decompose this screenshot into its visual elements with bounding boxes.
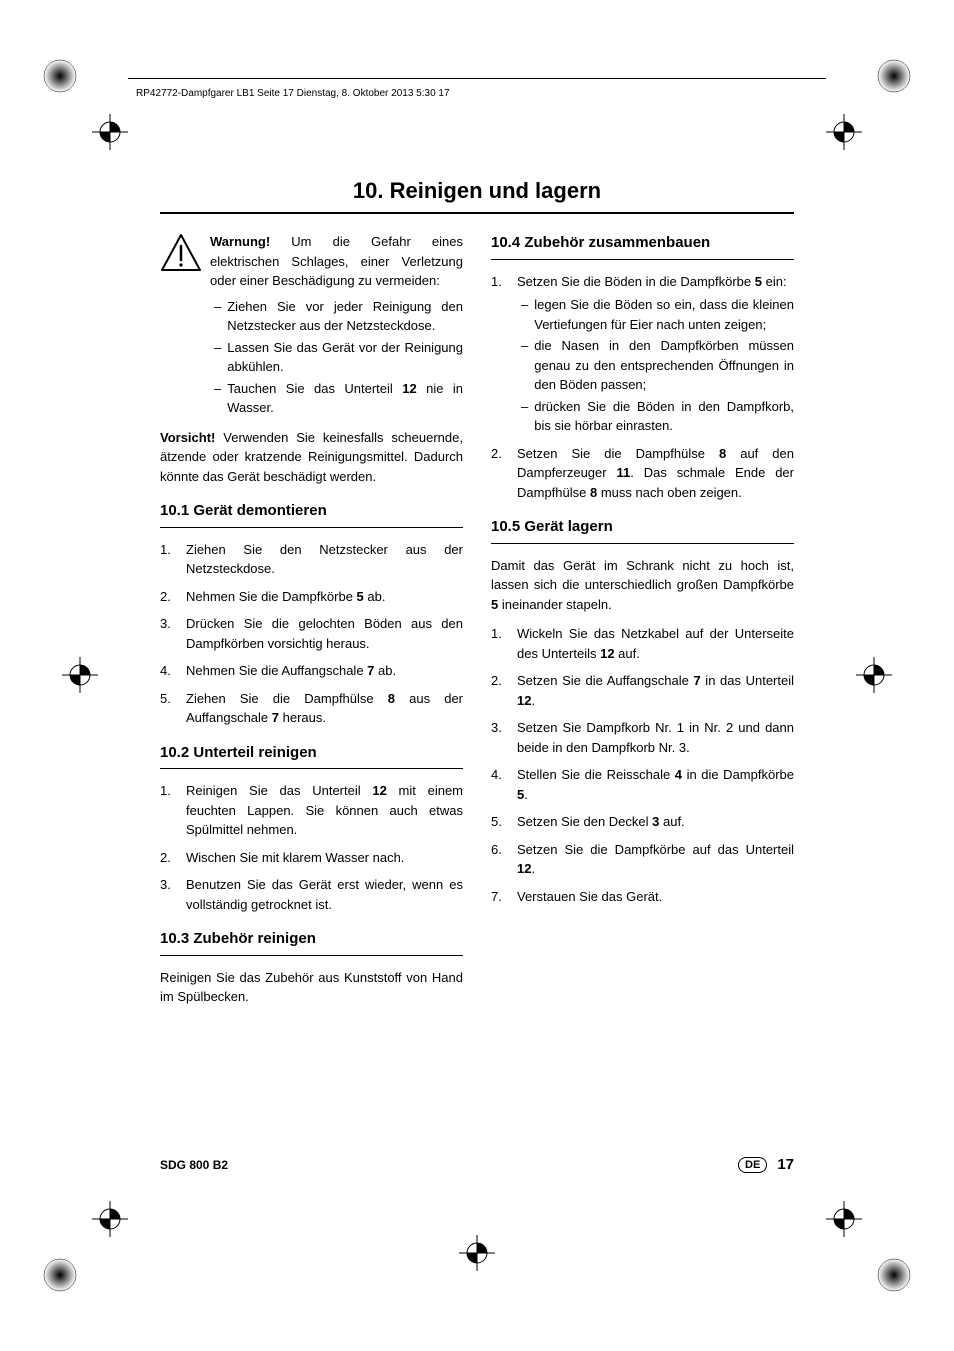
sec-101-title: 10.1 Gerät demontieren (160, 500, 463, 523)
crop-mark-tl (42, 58, 78, 94)
sec-104-title: 10.4 Zubehör zusammenbauen (491, 232, 794, 255)
crop-mark-br (876, 1257, 912, 1293)
sec-103-title: 10.3 Zubehör reinigen (160, 928, 463, 951)
sec-102-rule (160, 768, 463, 769)
caution-lead: Vorsicht! (160, 430, 215, 445)
caution-text: Vorsicht! Verwenden Sie keinesfalls sche… (160, 428, 463, 487)
warning-item: –Tauchen Sie das Unterteil 12 nie in Was… (214, 379, 463, 418)
sec-104-nested: –legen Sie die Böden so ein, dass die kl… (521, 295, 794, 436)
sec-101-list: 1.Ziehen Sie den Netzstecker aus der Net… (160, 540, 463, 728)
warning-block: Warnung! Um die Gefahr eines elektrische… (160, 232, 463, 291)
list-item: 6.Setzen Sie die Dampfkörbe auf das Unte… (491, 840, 794, 879)
warning-items: –Ziehen Sie vor jeder Reinigung den Netz… (214, 297, 463, 418)
sec-103-rule (160, 955, 463, 956)
sec-105-intro: Damit das Gerät im Schrank nicht zu hoch… (491, 556, 794, 615)
reg-mark-br2 (826, 1201, 862, 1237)
list-item: 1.Setzen Sie die Böden in die Dampfkörbe… (491, 272, 794, 292)
list-item: 3.Benutzen Sie das Gerät erst wieder, we… (160, 875, 463, 914)
sec-105-title: 10.5 Gerät lagern (491, 516, 794, 539)
list-item: 1.Reinigen Sie das Unterteil 12 mit eine… (160, 781, 463, 840)
sec-105-list: 1.Wickeln Sie das Netzkabel auf der Unte… (491, 624, 794, 906)
nested-item: –legen Sie die Böden so ein, dass die kl… (521, 295, 794, 334)
list-item: 3.Setzen Sie Dampfkorb Nr. 1 in Nr. 2 un… (491, 718, 794, 757)
header-meta: RP42772-Dampfgarer LB1 Seite 17 Dienstag… (136, 88, 450, 99)
warning-text: Warnung! Um die Gefahr eines elektrische… (210, 232, 463, 291)
warning-icon (160, 232, 202, 274)
sec-102-list: 1.Reinigen Sie das Unterteil 12 mit eine… (160, 781, 463, 914)
page-number: 17 (777, 1156, 794, 1173)
warning-lead: Warnung! (210, 234, 270, 249)
list-item: 3.Drücken Sie die gelochten Böden aus de… (160, 614, 463, 653)
list-item: 7.Verstauen Sie das Gerät. (491, 887, 794, 907)
footer-right: DE 17 (738, 1156, 794, 1173)
sec-103-text: Reinigen Sie das Zubehör aus Kunststoff … (160, 968, 463, 1007)
sec-104-rule (491, 259, 794, 260)
right-column: 10.4 Zubehör zusammenbauen 1.Setzen Sie … (491, 232, 794, 1017)
sec-101-rule (160, 527, 463, 528)
list-item: 1.Wickeln Sie das Netzkabel auf der Unte… (491, 624, 794, 663)
sec-102-title: 10.2 Unterteil reinigen (160, 742, 463, 765)
page-content: 10. Reinigen und lagern Warnung! Um die … (160, 178, 794, 1173)
lang-badge: DE (738, 1157, 767, 1173)
reg-mark-right (856, 657, 892, 693)
warning-item: –Lassen Sie das Gerät vor der Reinigung … (214, 338, 463, 377)
header-rule (128, 78, 826, 79)
reg-mark-bl (92, 1201, 128, 1237)
list-item: 2.Wischen Sie mit klarem Wasser nach. (160, 848, 463, 868)
reg-mark-left (62, 657, 98, 693)
nested-item: –die Nasen in den Dampfkörben müssen gen… (521, 336, 794, 395)
crop-mark-tr (876, 58, 912, 94)
crop-mark-bl (42, 1257, 78, 1293)
title-rule (160, 212, 794, 214)
reg-mark-bc (459, 1235, 495, 1271)
sec-104-list: 1.Setzen Sie die Böden in die Dampfkörbe… (491, 272, 794, 292)
list-item: 5.Setzen Sie den Deckel 3 auf. (491, 812, 794, 832)
sec-104-list-b: 2.Setzen Sie die Dampfhülse 8 auf den Da… (491, 444, 794, 503)
reg-mark-tl (92, 114, 128, 150)
sec-105-rule (491, 543, 794, 544)
left-column: Warnung! Um die Gefahr eines elektrische… (160, 232, 463, 1017)
reg-mark-tr (826, 114, 862, 150)
list-item: 2.Setzen Sie die Auffangschale 7 in das … (491, 671, 794, 710)
page-footer: SDG 800 B2 DE 17 (160, 1156, 794, 1173)
list-item: 4.Nehmen Sie die Auffangschale 7 ab. (160, 661, 463, 681)
list-item: 5.Ziehen Sie die Dampfhülse 8 aus der Au… (160, 689, 463, 728)
nested-item: –drücken Sie die Böden in den Dampfkorb,… (521, 397, 794, 436)
list-item: 4.Stellen Sie die Reisschale 4 in die Da… (491, 765, 794, 804)
columns: Warnung! Um die Gefahr eines elektrische… (160, 232, 794, 1017)
list-item: 2.Setzen Sie die Dampfhülse 8 auf den Da… (491, 444, 794, 503)
warning-item: –Ziehen Sie vor jeder Reinigung den Netz… (214, 297, 463, 336)
footer-model: SDG 800 B2 (160, 1158, 228, 1172)
list-item: 2.Nehmen Sie die Dampfkörbe 5 ab. (160, 587, 463, 607)
list-item: 1.Ziehen Sie den Netzstecker aus der Net… (160, 540, 463, 579)
main-title: 10. Reinigen und lagern (160, 178, 794, 204)
